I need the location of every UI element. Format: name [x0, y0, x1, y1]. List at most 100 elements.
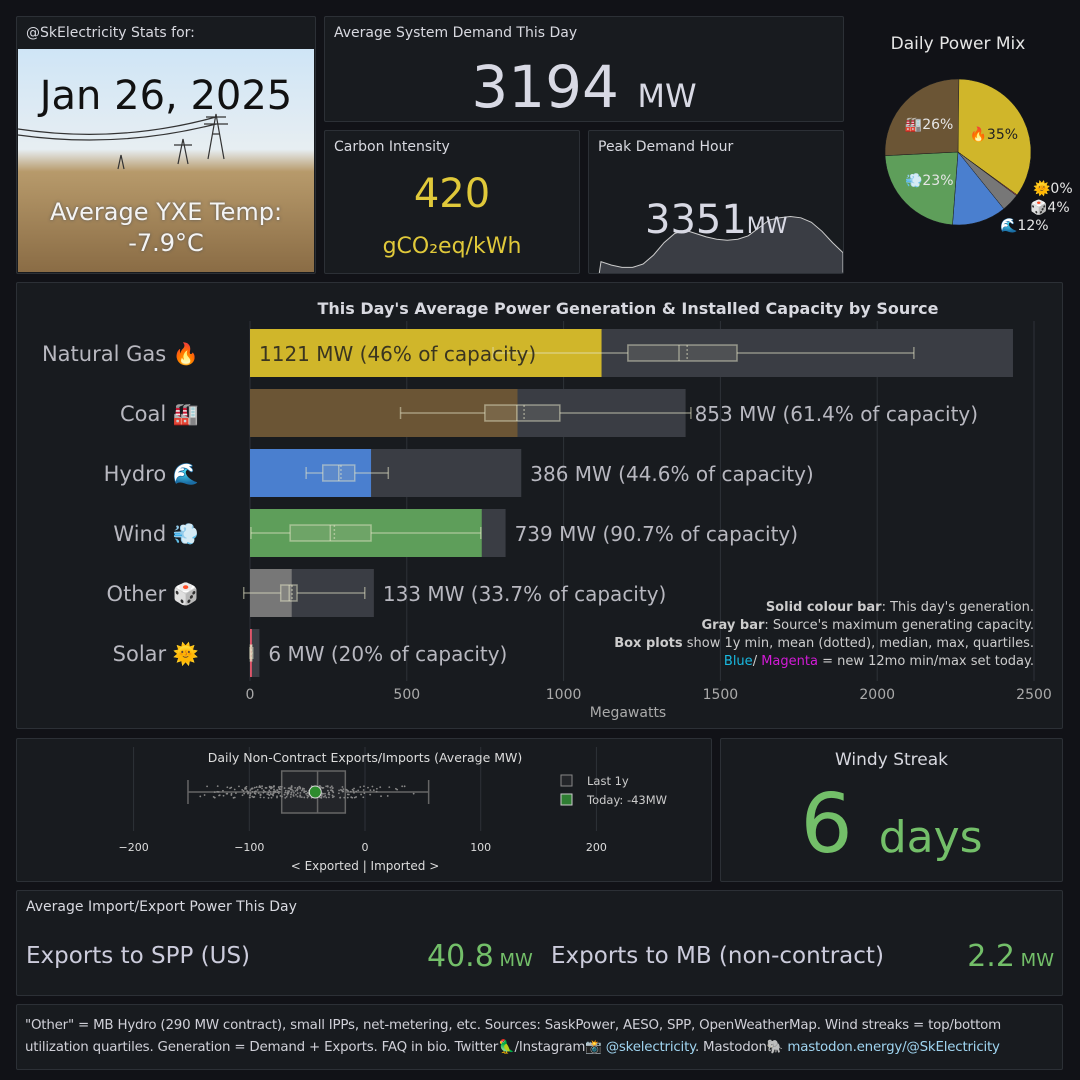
scatter-point [213, 796, 216, 799]
scatter-point [305, 790, 307, 793]
scatter-point [359, 786, 362, 788]
category-label-coal: Coal 🏭 [120, 402, 199, 426]
scatter-point [388, 786, 391, 788]
scatter-point [303, 796, 306, 799]
scatter-point [216, 785, 219, 788]
box-iqr [627, 344, 738, 362]
today-point [308, 785, 322, 799]
scatter-point [284, 789, 287, 792]
scatter-point [241, 788, 244, 791]
bar-value-label-hydro: 386 MW (44.6% of capacity) [530, 462, 814, 486]
footer-mid: . Mastodon🐘 [694, 1040, 788, 1055]
scatter-point [355, 796, 357, 798]
scatter-point [254, 790, 256, 793]
scatter-point [341, 789, 344, 792]
generation-panel: This Day's Average Power Generation & In… [16, 282, 1063, 729]
sparkline-area [598, 215, 843, 273]
scatter-point [259, 793, 262, 796]
x-tick-label: −200 [118, 841, 148, 854]
pylon-icon [18, 113, 228, 170]
peak-number: 3351 [645, 197, 747, 243]
scatter-point [328, 793, 331, 796]
x-tick-label: 0 [246, 687, 255, 703]
scatter-point [324, 794, 327, 797]
x-tick-label: 1500 [703, 687, 739, 703]
pie-label: 🎲4% [1030, 199, 1070, 216]
mb-unit: MW [1020, 950, 1054, 971]
scatter-point [296, 795, 299, 798]
legend-today: Today: -43MW [586, 793, 667, 807]
scatter-point [321, 787, 324, 789]
instagram-link[interactable]: @skelectricity [605, 1040, 695, 1055]
carbon-value: 420 [413, 171, 491, 217]
scatter-point [324, 792, 326, 795]
scatter-point [281, 795, 283, 798]
category-label-solar: Solar 🌞 [113, 641, 199, 667]
pie-slice-wind [884, 151, 959, 226]
scatter-point [238, 785, 240, 788]
scatter-point [339, 796, 342, 799]
scatter-point [241, 794, 244, 797]
scatter-point [342, 788, 345, 791]
carbon-title: Carbon Intensity [334, 139, 450, 155]
scatter-point [273, 788, 275, 791]
scatter-point [249, 789, 252, 792]
scatter-point [290, 791, 293, 794]
scatter-point [278, 788, 281, 790]
scatter-point [262, 789, 265, 792]
note-sep: / [752, 654, 762, 669]
scatter-point [329, 786, 332, 789]
scatter-point [267, 791, 270, 794]
exports-chart: −200 −100 0 100 200 Daily Non-Contract Export… [118, 747, 667, 873]
scatter-point [277, 792, 280, 795]
scatter-point [251, 791, 254, 793]
x-axis-label: Megawatts [590, 705, 666, 721]
scatter-point [351, 796, 354, 799]
scatter-point [279, 788, 282, 791]
scatter-point [296, 792, 299, 795]
scatter-point [286, 793, 289, 796]
scatter-point [343, 796, 346, 799]
note-text: show 1y min, mean (dotted), median, max,… [682, 636, 1034, 651]
scatter-point [353, 791, 355, 794]
scatter-point [249, 792, 252, 795]
scatter-point [300, 789, 303, 792]
temp-value: -7.9°C [128, 229, 204, 257]
streak-number: 6 [800, 777, 853, 872]
streak-unit: days [878, 812, 983, 863]
scatter-point [242, 789, 245, 792]
scatter-point [337, 792, 340, 795]
category-label-wind: Wind 💨 [113, 522, 199, 546]
scatter-point [363, 792, 366, 795]
demand-panel: Average System Demand This Day 3194 MW [324, 16, 844, 122]
scatter-point [272, 794, 275, 797]
scatter-point [332, 791, 335, 794]
scatter-point [255, 786, 258, 788]
scatter-point [294, 790, 297, 792]
pie-slice-natural-gas [957, 78, 1032, 196]
mastodon-link[interactable]: mastodon.energy/@SkElectricity [787, 1040, 1000, 1055]
imports-title: Average Import/Export Power This Day [26, 899, 297, 915]
scatter-point [299, 794, 302, 797]
scatter-point [292, 790, 294, 792]
scatter-point [244, 786, 247, 789]
scatter-point [206, 785, 208, 788]
scatter-point [379, 786, 382, 789]
spp-unit: MW [499, 950, 533, 971]
bar-value-label-other: 133 MW (33.7% of capacity) [383, 582, 667, 606]
scatter-point [375, 790, 378, 793]
scatter-point [262, 791, 265, 794]
demand-title: Average System Demand This Day [334, 25, 578, 41]
pie-title: Daily Power Mix [890, 34, 1026, 54]
note-bold: Solid colour bar [765, 600, 882, 615]
scatter-point [360, 793, 362, 796]
demand-value: 3194 MW [325, 53, 843, 121]
x-tick-label: 2500 [1016, 687, 1052, 703]
mb-number: 2.2 [967, 939, 1015, 974]
scatter-point [235, 792, 237, 795]
scatter-point [326, 785, 329, 787]
scatter-point [222, 794, 225, 797]
chart-title: This Day's Average Power Generation & In… [317, 299, 938, 318]
scatter-point [330, 789, 333, 792]
scatter-point [272, 785, 275, 788]
